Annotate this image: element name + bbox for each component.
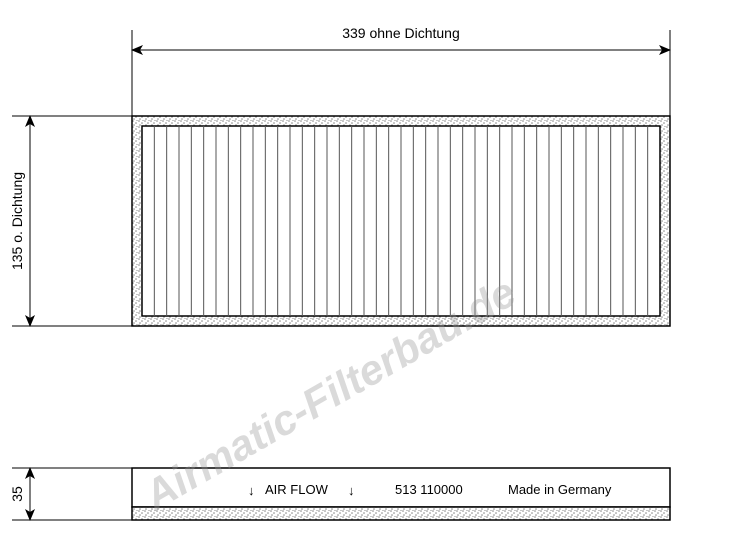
- dim-depth-label: 35: [9, 486, 25, 502]
- filter-top-view: [132, 116, 670, 326]
- part-number: 513 110000: [395, 482, 463, 497]
- airflow-label: AIR FLOW: [265, 482, 329, 497]
- pleat-lines: [154, 126, 647, 316]
- dimension-depth: 35: [9, 468, 132, 520]
- dim-width-label: 339 ohne Dichtung: [342, 25, 460, 41]
- dimension-width: 339 ohne Dichtung: [132, 25, 670, 116]
- dim-height-label: 135 o. Dichtung: [9, 172, 25, 270]
- origin-label: Made in Germany: [508, 482, 612, 497]
- dimension-height: 135 o. Dichtung: [9, 116, 132, 326]
- airflow-arrow-right: ↓: [348, 483, 355, 498]
- filter-side-view: ↓ AIR FLOW ↓ 513 110000 Made in Germany: [132, 468, 670, 520]
- airflow-arrow-left: ↓: [248, 483, 255, 498]
